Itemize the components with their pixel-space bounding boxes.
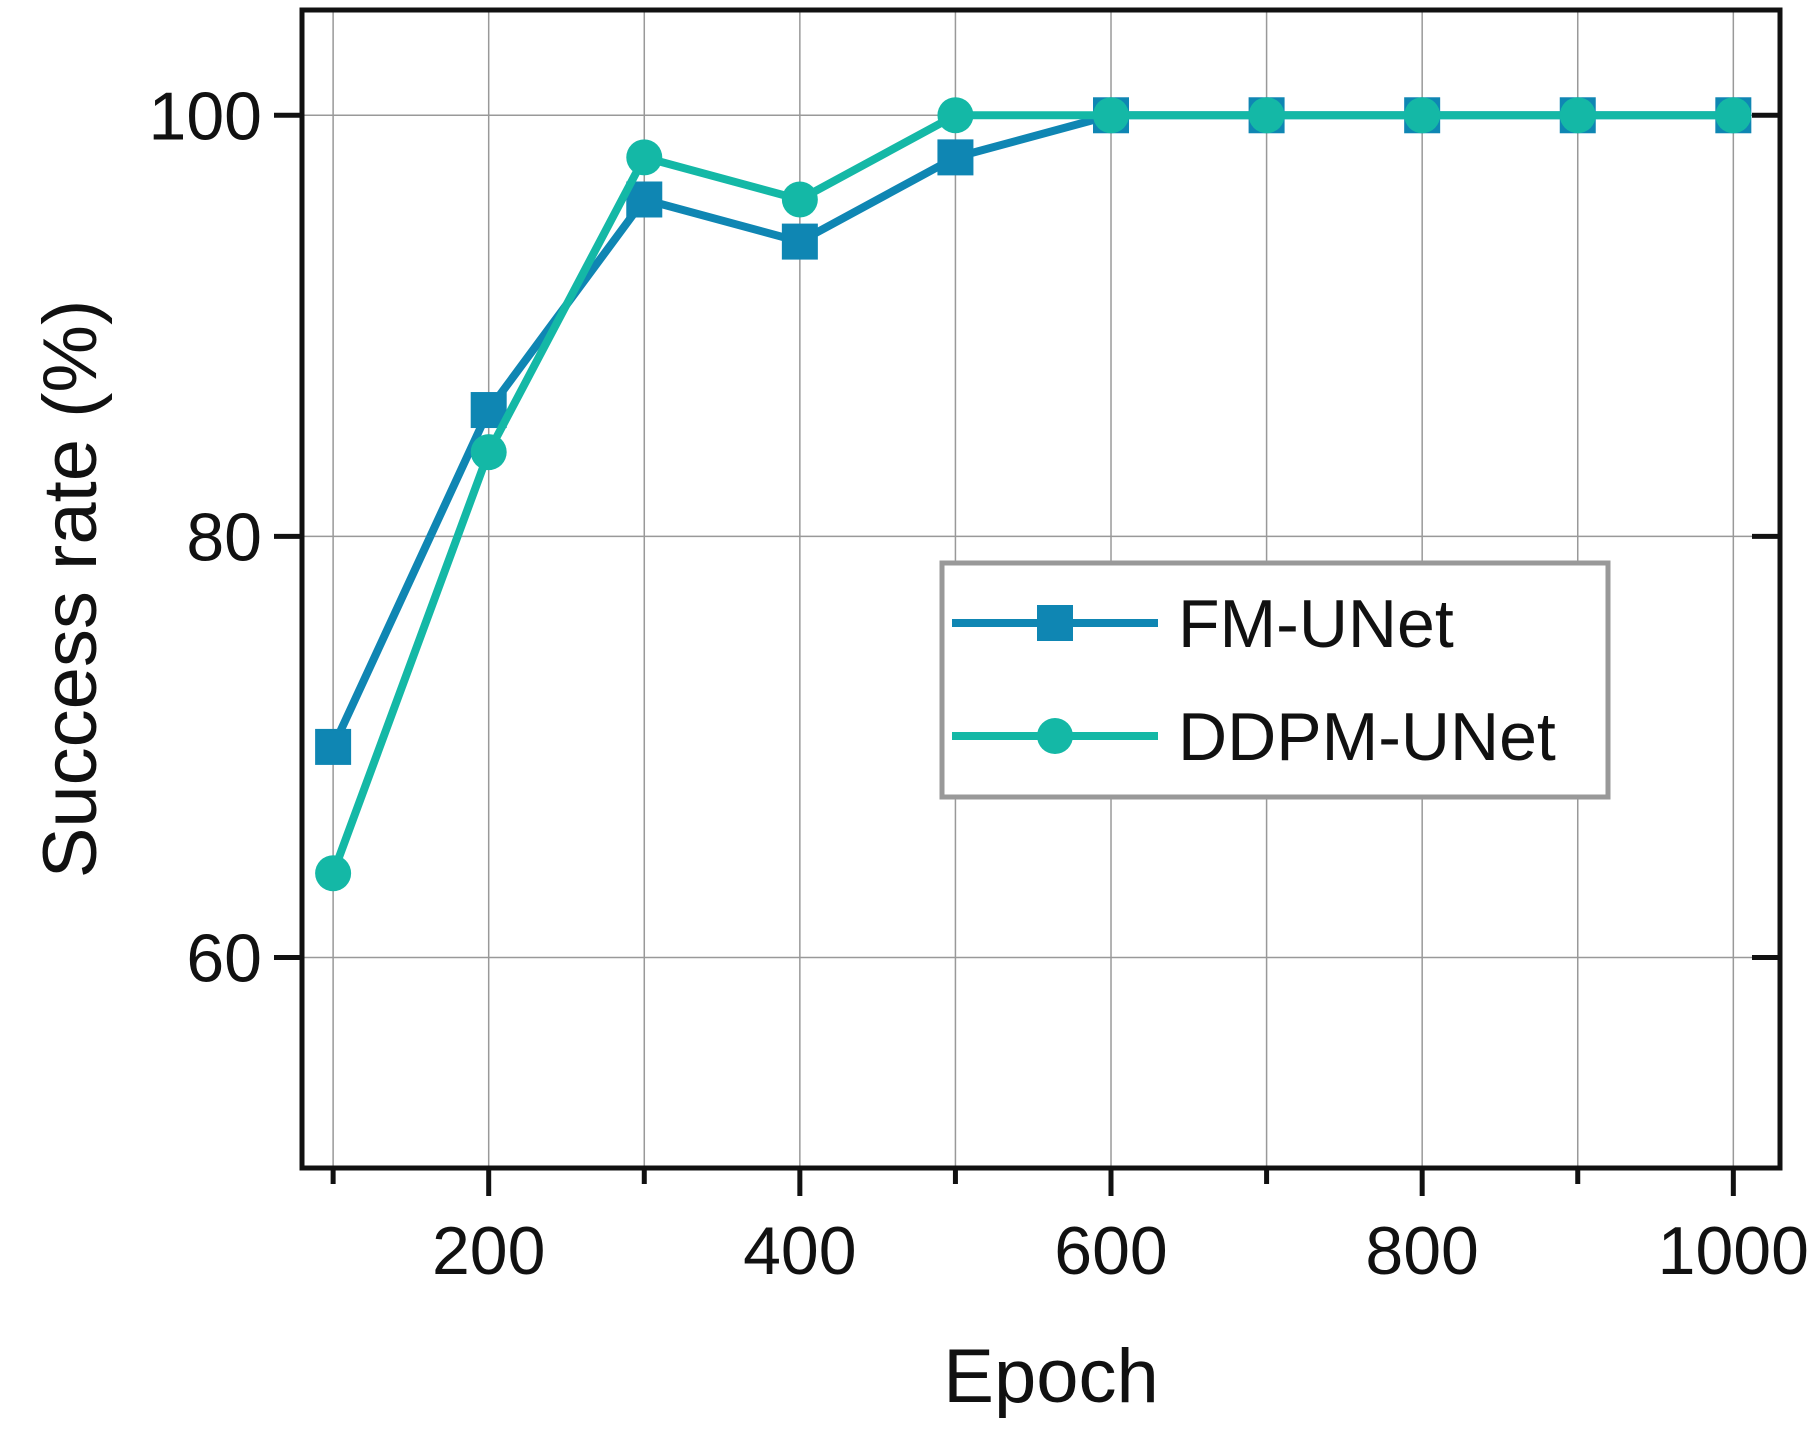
legend: FM-UNet DDPM-UNet [939, 560, 1611, 800]
x-tick-label: 1000 [1658, 1213, 1808, 1289]
data-point [1248, 97, 1285, 134]
legend-label: FM-UNet [1178, 586, 1454, 662]
data-point [315, 728, 352, 765]
legend-box [939, 560, 1611, 800]
data-point [1559, 97, 1596, 134]
series-layer [315, 97, 1752, 892]
legend-marker [1037, 605, 1073, 641]
x-tick-label: 400 [743, 1213, 856, 1289]
data-point [470, 392, 507, 429]
x-tick-label: 600 [1054, 1213, 1167, 1289]
y-axis-label: Success rate (%) [28, 300, 113, 879]
series-ddpm-unet [315, 97, 1752, 892]
data-point [626, 181, 663, 218]
axis-ticks [274, 112, 1780, 1196]
data-point [937, 97, 974, 134]
x-tick-label: 800 [1365, 1213, 1478, 1289]
legend-item: DDPM-UNet [952, 699, 1556, 775]
data-point [626, 139, 663, 176]
y-tick-label: 60 [186, 920, 262, 996]
data-point [1093, 97, 1130, 134]
legend-label: DDPM-UNet [1178, 699, 1556, 775]
data-point [781, 223, 818, 260]
data-point [937, 139, 974, 176]
x-axis-label: Epoch [943, 1334, 1159, 1419]
data-point [781, 181, 818, 218]
data-point [315, 855, 352, 892]
data-point [470, 434, 507, 471]
legend-marker [1037, 718, 1073, 754]
plot-frame [299, 7, 1783, 1171]
series-line [329, 111, 1734, 875]
legend-item: FM-UNet [952, 586, 1454, 662]
y-tick-labels: 60 80 100 [149, 78, 262, 996]
y-tick-label: 100 [149, 78, 262, 154]
data-point [1404, 97, 1441, 134]
y-tick-label: 80 [186, 499, 262, 575]
x-tick-labels: 200 400 600 800 1000 [432, 1213, 1808, 1289]
data-point [1715, 97, 1752, 134]
x-tick-label: 200 [432, 1213, 545, 1289]
